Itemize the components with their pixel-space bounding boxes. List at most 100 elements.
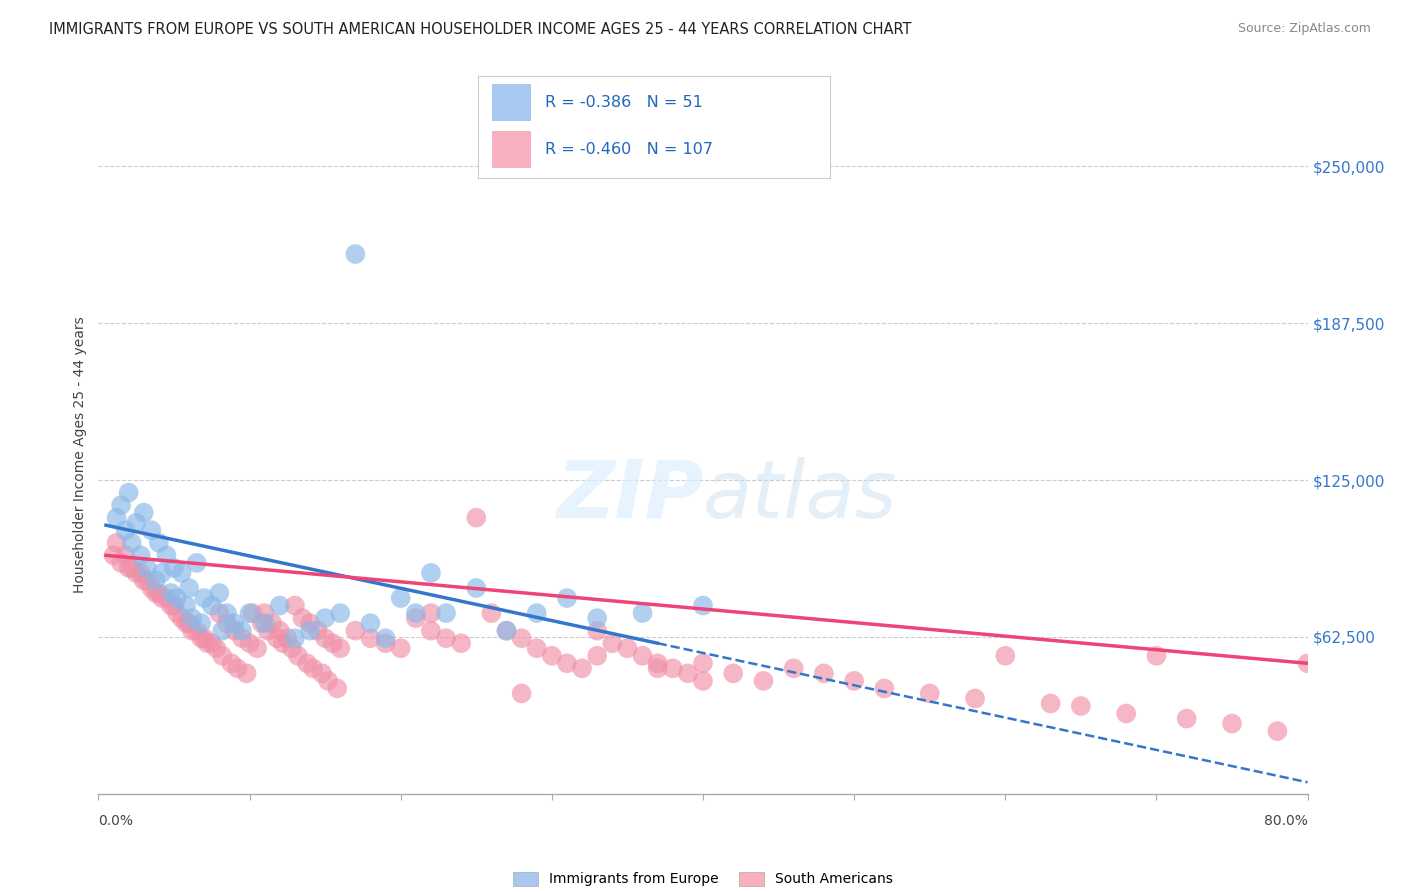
Point [129,566,152,580]
Point [155,549,177,563]
Point [1070,698,1092,713]
Point [256,624,278,638]
Point [692,599,714,613]
Point [299,624,322,638]
Point [360,631,382,645]
Point [314,611,336,625]
Point [994,648,1017,663]
Point [541,648,564,663]
Point [150,591,173,605]
Point [314,631,336,645]
Point [179,581,201,595]
Point [114,549,136,563]
Point [510,686,533,700]
Point [647,657,669,671]
Point [495,624,517,638]
Point [526,606,548,620]
Point [405,611,427,625]
Point [239,636,262,650]
Point [110,556,132,570]
Point [246,641,269,656]
Point [118,561,141,575]
Point [250,616,273,631]
Point [1220,716,1243,731]
Point [752,673,775,688]
Point [616,641,638,656]
Point [844,673,866,688]
Point [125,566,148,580]
Point [186,624,208,638]
Point [253,606,276,620]
Point [224,616,246,631]
Point [208,606,231,620]
FancyBboxPatch shape [492,131,531,168]
Point [571,661,593,675]
Text: 80.0%: 80.0% [1264,814,1308,828]
Point [1175,712,1198,726]
Point [121,561,143,575]
Point [1146,648,1168,663]
Point [723,666,745,681]
Point [269,624,291,638]
Point [160,586,183,600]
Point [291,611,314,625]
Point [692,657,714,671]
Point [281,641,304,656]
Point [1267,724,1289,739]
Point [602,636,624,650]
Point [170,611,193,625]
Point [344,247,367,261]
Point [166,591,188,605]
Point [211,624,233,638]
Point [201,636,224,650]
Point [420,606,443,620]
Point [287,648,309,663]
Point [434,606,457,620]
Point [211,648,233,663]
Point [190,631,212,645]
Point [420,566,443,580]
Point [231,624,253,638]
Point [284,631,307,645]
Point [132,506,155,520]
Point [141,523,163,537]
Point [405,606,427,620]
Point [389,591,412,605]
Point [586,648,609,663]
Point [103,549,125,563]
Point [918,686,941,700]
Point [495,624,517,638]
Point [329,641,352,656]
Point [215,606,238,620]
Point [253,616,276,631]
Point [208,586,231,600]
Text: R = -0.460   N = 107: R = -0.460 N = 107 [546,142,713,157]
Point [374,636,396,650]
Point [631,606,654,620]
Point [163,561,186,575]
Point [148,536,170,550]
Point [150,566,173,580]
Point [262,616,284,631]
Text: ZIP: ZIP [555,457,703,534]
Point [526,641,548,656]
Point [193,591,215,605]
Point [555,591,578,605]
Point [179,616,201,631]
Point [662,661,685,675]
Point [190,616,212,631]
Point [114,523,136,537]
Point [193,631,215,645]
Point [322,636,344,650]
Text: atlas: atlas [703,457,898,534]
Point [481,606,503,620]
Point [166,606,188,620]
Point [465,510,488,524]
Point [307,624,329,638]
FancyBboxPatch shape [492,84,531,121]
Point [965,691,987,706]
Point [155,591,177,605]
Point [269,599,291,613]
Point [374,631,396,645]
Point [239,606,262,620]
